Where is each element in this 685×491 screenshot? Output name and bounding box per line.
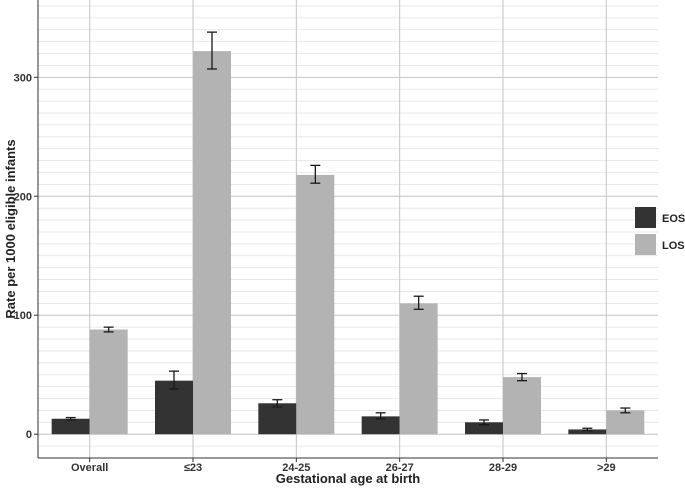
legend-label-los: LOS bbox=[662, 240, 685, 252]
bar-eos bbox=[51, 418, 90, 435]
bar-los bbox=[399, 303, 438, 435]
x-tick-label: 26-27 bbox=[386, 462, 414, 474]
grid-lines bbox=[38, 0, 658, 459]
y-tick-label: 100 bbox=[14, 310, 32, 322]
bar-los bbox=[193, 51, 231, 435]
x-tick-label: 24-25 bbox=[282, 462, 310, 474]
bar-los bbox=[89, 329, 128, 435]
bar-los bbox=[503, 377, 541, 435]
bar-eos bbox=[258, 403, 297, 435]
plot-background bbox=[38, 0, 658, 458]
x-axis-ticks: Overall ≤23 24-25 26-27 28-29 >29 bbox=[71, 458, 616, 474]
x-tick-label: 28-29 bbox=[489, 462, 517, 474]
error-bars bbox=[65, 31, 631, 432]
x-tick-label: ≤23 bbox=[184, 462, 202, 474]
bar-eos bbox=[568, 429, 607, 435]
x-tick-label: >29 bbox=[597, 462, 616, 474]
y-tick-label: 300 bbox=[14, 72, 32, 84]
legend-swatch-eos bbox=[635, 207, 656, 228]
y-axis-title: Rate per 1000 eligible infants bbox=[3, 139, 18, 318]
y-axis-ticks: 0 100 200 300 bbox=[14, 72, 38, 441]
x-tick-label: Overall bbox=[71, 462, 108, 474]
bars bbox=[51, 51, 645, 435]
legend: EOS LOS bbox=[635, 207, 685, 255]
legend-swatch-los bbox=[635, 234, 656, 255]
x-axis-title: Gestational age at birth bbox=[276, 471, 421, 486]
bar-los bbox=[296, 174, 335, 435]
bar-eos bbox=[361, 416, 400, 435]
y-tick-label: 0 bbox=[26, 429, 32, 441]
legend-label-eos: EOS bbox=[662, 213, 685, 225]
bar-eos bbox=[465, 422, 503, 435]
bar-los bbox=[606, 410, 645, 435]
y-tick-label: 200 bbox=[14, 191, 32, 203]
